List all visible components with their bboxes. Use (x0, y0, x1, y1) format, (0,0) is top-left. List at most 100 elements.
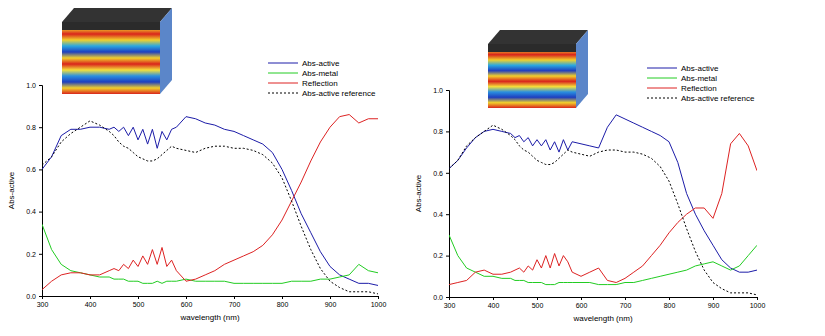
legend-label: Abs-active reference (681, 94, 755, 103)
series-line (449, 235, 757, 285)
x-tick: 600 (576, 297, 588, 309)
y-axis-title: Abs-active (7, 171, 16, 209)
x-tick: 400 (85, 296, 97, 308)
series-line (42, 121, 378, 294)
x-axis-line (450, 298, 758, 301)
x-tick-mark (669, 297, 670, 300)
y-tick-mark (446, 90, 449, 91)
legend-label: Abs-metal (302, 69, 338, 78)
y-tick-label: 1.0 (26, 82, 36, 89)
x-tick-label: 600 (181, 301, 193, 308)
x-tick-label: 700 (620, 302, 632, 309)
y-tick-label: 0.2 (433, 252, 443, 259)
y-tick: 0.2 (433, 252, 449, 259)
x-tick: 800 (277, 296, 289, 308)
x-tick-mark (90, 296, 91, 299)
y-tick-mark (39, 296, 42, 297)
x-tick-mark (330, 296, 331, 299)
y-tick-label: 0.4 (433, 211, 443, 218)
x-tick-mark (757, 297, 758, 300)
x-tick: 1000 (750, 297, 766, 309)
inset-top (488, 30, 588, 44)
x-tick-mark (378, 296, 379, 299)
y-axis: 0.0 0.2 0.4 0.6 0.8 1.0 (433, 87, 449, 301)
x-axis: 300 400 500 600 700 800 900 1000 (37, 296, 387, 308)
x-tick-label: 1000 (371, 301, 387, 308)
y-tick: 0.6 (26, 166, 42, 173)
x-tick: 300 (444, 297, 456, 309)
legend-label: Abs-metal (681, 74, 717, 83)
series-line (449, 125, 757, 295)
x-tick-mark (537, 297, 538, 300)
x-axis-title: wavelength (nm) (572, 314, 632, 323)
x-tick-label: 600 (576, 302, 588, 309)
x-tick: 700 (620, 297, 632, 309)
y-tick-mark (446, 173, 449, 174)
legend-label: Abs-active (302, 59, 340, 68)
x-tick: 1000 (371, 296, 387, 308)
series-line (42, 115, 378, 290)
y-axis-title: Abs-active (414, 174, 423, 212)
y-tick-label: 0.0 (26, 293, 36, 300)
x-tick-mark (493, 297, 494, 300)
x-tick-label: 900 (708, 302, 720, 309)
x-axis-title: wavelength (nm) (179, 313, 239, 322)
x-tick: 800 (664, 297, 676, 309)
plot-area (449, 115, 757, 295)
y-tick: 1.0 (26, 82, 42, 89)
x-tick: 400 (488, 297, 500, 309)
y-tick-mark (39, 212, 42, 213)
legend: Abs-activeAbs-metalReflectionAbs-active … (268, 59, 376, 98)
x-tick-label: 900 (325, 301, 337, 308)
x-tick-mark (138, 296, 139, 299)
inset-face (488, 44, 576, 108)
x-tick-label: 400 (85, 301, 97, 308)
chart: 300 400 500 600 700 800 900 1000 0.0 0.2 0.4 0.6 0.8… (414, 30, 765, 323)
y-tick: 0.2 (26, 251, 42, 258)
y-tick-label: 0.8 (433, 128, 443, 135)
x-tick: 900 (325, 296, 337, 308)
x-tick-label: 500 (532, 302, 544, 309)
legend-swatch (647, 68, 677, 69)
x-tick-mark (713, 297, 714, 300)
inset-face (62, 22, 160, 94)
x-tick-label: 1000 (750, 302, 766, 309)
y-tick-mark (39, 169, 42, 170)
legend-label: Reflection (681, 84, 717, 93)
x-tick: 900 (708, 297, 720, 309)
x-axis-line (43, 297, 379, 300)
x-tick: 500 (532, 297, 544, 309)
inset-figure (62, 8, 172, 94)
y-tick-mark (39, 254, 42, 255)
inset-metal-layer (62, 22, 160, 30)
y-tick-label: 0.8 (26, 124, 36, 131)
y-tick: 0.8 (433, 128, 449, 135)
x-tick-mark (625, 297, 626, 300)
y-tick: 0.4 (26, 208, 42, 215)
y-tick-mark (446, 214, 449, 215)
x-tick: 300 (37, 296, 49, 308)
y-axis-line (446, 91, 450, 298)
y-tick: 0.6 (433, 170, 449, 177)
x-tick: 500 (133, 296, 145, 308)
x-tick: 700 (229, 296, 241, 308)
x-tick-mark (186, 296, 187, 299)
legend-swatch (268, 63, 298, 64)
legend-label: Reflection (302, 79, 338, 88)
y-tick-label: 1.0 (433, 87, 443, 94)
inset-top (62, 8, 172, 22)
y-tick-label: 0.4 (26, 208, 36, 215)
legend-swatch (647, 88, 677, 89)
y-tick-mark (39, 85, 42, 86)
x-tick-label: 800 (664, 302, 676, 309)
legend: Abs-activeAbs-metalReflectionAbs-active … (647, 64, 755, 103)
y-tick: 0.0 (433, 294, 449, 301)
x-tick-mark (282, 296, 283, 299)
x-tick: 600 (181, 296, 193, 308)
inset-side (160, 8, 172, 94)
legend-swatch (647, 78, 677, 79)
x-tick-mark (234, 296, 235, 299)
legend-swatch (268, 93, 298, 94)
x-tick-label: 800 (277, 301, 289, 308)
y-tick-label: 0.0 (433, 294, 443, 301)
